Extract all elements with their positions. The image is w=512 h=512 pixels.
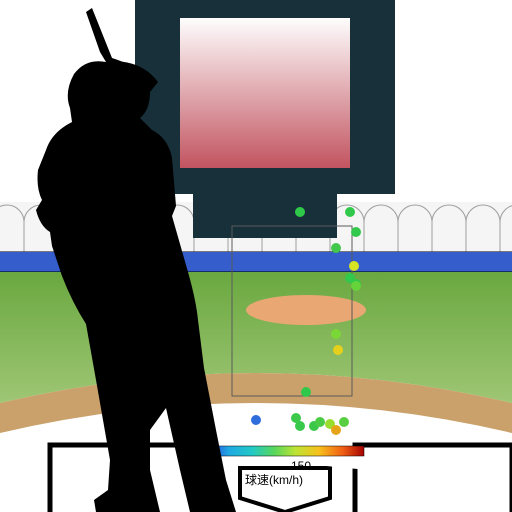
pitch-point xyxy=(251,415,261,425)
pitch-point xyxy=(333,345,343,355)
pitch-location-chart: 100150球速(km/h) xyxy=(0,0,512,512)
pitch-point xyxy=(351,281,361,291)
colorbar-tick: 150 xyxy=(291,459,311,473)
pitch-point xyxy=(301,387,311,397)
pitch-point xyxy=(345,207,355,217)
pitch-point xyxy=(351,227,361,237)
pitch-point xyxy=(295,421,305,431)
colorbar-title: 球速(km/h) xyxy=(245,473,303,487)
pitch-point xyxy=(349,261,359,271)
pitch-point xyxy=(295,207,305,217)
pitch-point xyxy=(331,329,341,339)
pitch-point xyxy=(315,417,325,427)
pitch-point xyxy=(331,425,341,435)
pitch-point xyxy=(331,243,341,253)
pitch-point xyxy=(339,417,349,427)
